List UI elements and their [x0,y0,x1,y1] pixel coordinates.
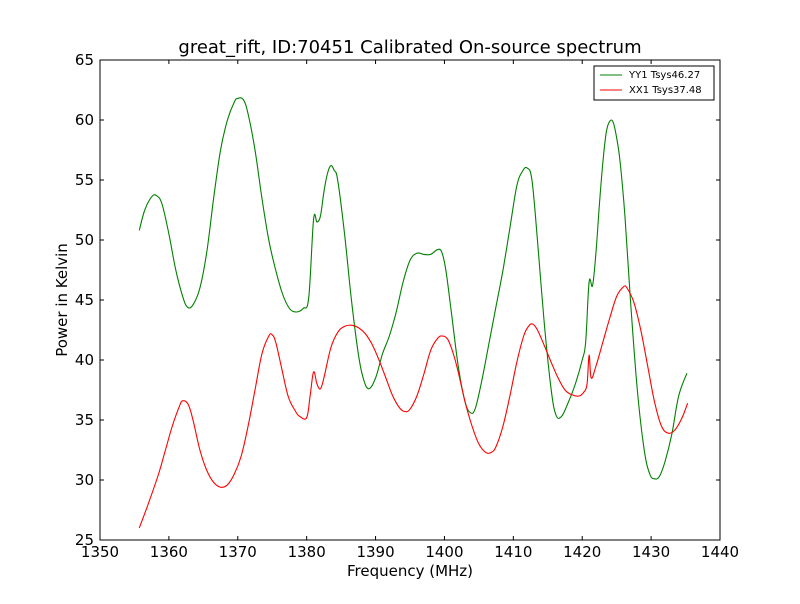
x-tick-label: 1410 [494,543,532,561]
y-tick-label: 40 [75,351,94,369]
axis-ticks [99,59,721,541]
y-tick-label: 35 [75,411,94,429]
y-tick-label: 25 [75,531,94,549]
axis-tick-labels: 1350 1360 1370 1380 1390 1400 1410 1420 1430 1440… [75,51,739,561]
x-tick-label: 1390 [356,543,394,561]
y-tick-label: 55 [75,171,94,189]
x-tick-label: 1400 [425,543,463,561]
x-tick-label: 1360 [150,543,188,561]
chart-title: great_rift, ID:70451 Calibrated On-sourc… [178,37,641,58]
legend-label-yy1: YY1 Tsys46.27 [628,70,700,81]
y-tick-label: 60 [75,111,94,129]
y-axis-label: Power in Kelvin [53,243,71,357]
x-tick-label: 1380 [288,543,326,561]
legend-box [593,65,715,101]
plot-area [138,97,689,529]
x-axis-label: Frequency (MHz) [347,562,473,580]
legend: YY1 Tsys46.27 XX1 Tsys37.48 [593,65,715,101]
y-tick-label: 65 [75,51,94,69]
y-tick-label: 45 [75,291,94,309]
x-tick-label: 1370 [219,543,257,561]
legend-label-xx1: XX1 Tsys37.48 [629,85,702,96]
y-tick-label: 50 [75,231,94,249]
y-tick-label: 30 [75,471,94,489]
x-tick-label: 1430 [632,543,670,561]
x-tick-label: 1420 [563,543,601,561]
x-tick-label: 1350 [81,543,119,561]
x-tick-label: 1440 [701,543,739,561]
series-line-xx1 [138,285,689,529]
series-line-yy1 [138,97,688,480]
